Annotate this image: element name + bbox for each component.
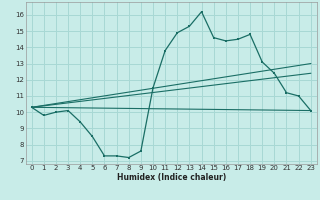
X-axis label: Humidex (Indice chaleur): Humidex (Indice chaleur) [116,173,226,182]
